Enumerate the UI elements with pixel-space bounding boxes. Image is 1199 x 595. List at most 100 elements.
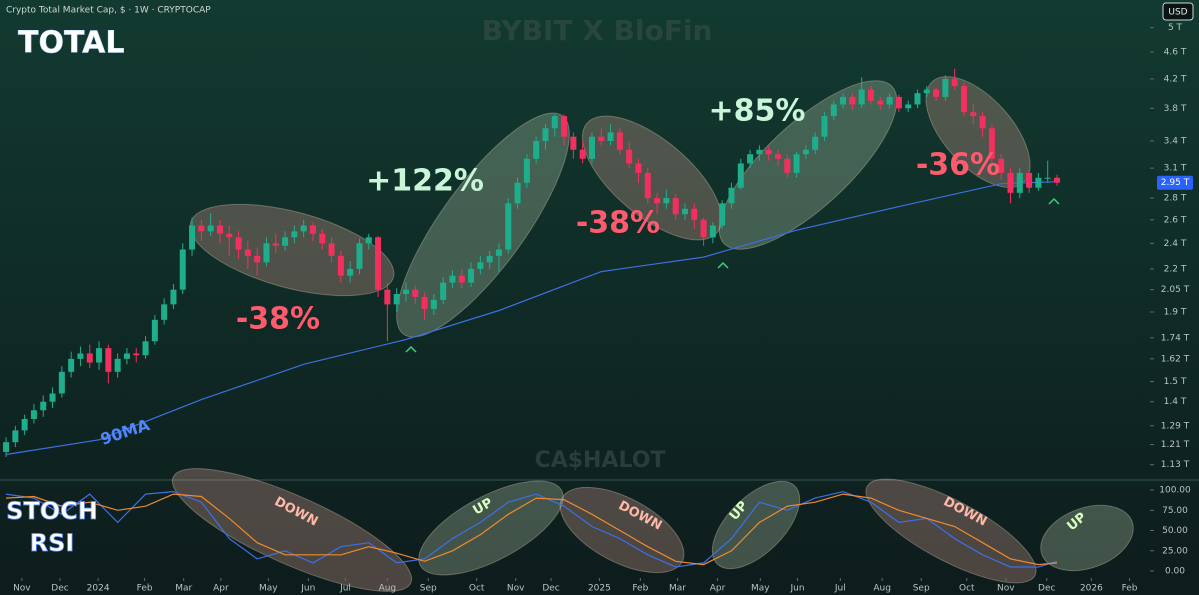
candle-body [663, 198, 670, 204]
candle-body [291, 231, 298, 238]
candle-body [840, 96, 847, 105]
candle-body [356, 243, 363, 269]
pane-title: RSI [30, 529, 75, 557]
ellipse [865, 478, 1037, 584]
candle-body [672, 198, 679, 215]
candle-body [235, 237, 242, 250]
y-tick-label: 0.00 [1165, 567, 1185, 577]
pane-title: STOCH [6, 497, 98, 525]
header: Crypto Total Market Cap, $ · 1W · CRYPTO… [6, 6, 211, 16]
y-tick-label: 4.6 T [1164, 48, 1187, 58]
candle-body [216, 225, 223, 234]
candle-body [951, 78, 958, 86]
candle-body [384, 289, 391, 305]
candle-body [161, 304, 168, 320]
candle-body [598, 136, 605, 141]
x-tick-label: Oct [959, 584, 975, 594]
candle-body [933, 89, 940, 97]
candle-body [421, 296, 428, 309]
ellipse [718, 80, 898, 250]
candle-body [114, 358, 121, 372]
candle-body [477, 262, 484, 269]
candle-body [402, 289, 409, 294]
x-tick-label: 2024 [87, 584, 110, 594]
candle-body [988, 128, 995, 159]
candle-body [96, 348, 103, 363]
candle-body [998, 158, 1005, 173]
candle-body [533, 140, 540, 159]
x-tick-label: May [259, 584, 278, 594]
candle-body [1035, 177, 1042, 188]
y-tick-label: 1.9 T [1164, 307, 1187, 317]
x-tick-label: Jun [300, 584, 315, 594]
bottom-markers [405, 197, 1060, 353]
candle-body [123, 353, 130, 359]
x-tick-label: Dec [542, 584, 559, 594]
candle-body [654, 198, 661, 204]
candle-body [68, 358, 75, 372]
candle-body [970, 112, 977, 117]
x-tick-label: Sep [913, 584, 930, 594]
x-tick-label: Aug [873, 584, 891, 594]
candle-body [86, 353, 93, 363]
candle-body [263, 243, 270, 263]
candle-body [523, 158, 530, 183]
y-tick-label: 5 T [1168, 23, 1183, 33]
line [5, 493, 1058, 566]
marker [405, 345, 417, 353]
candle-body [886, 96, 893, 105]
x-tick-label: Nov [997, 584, 1015, 594]
candle-body [347, 268, 354, 276]
candle-body [756, 149, 763, 155]
x-tick-label: 2025 [588, 584, 611, 594]
candle-body [77, 353, 84, 359]
x-tick-label: Apr [213, 584, 229, 594]
candle-body [588, 136, 595, 159]
y-tick-label: 3.1 T [1164, 164, 1187, 174]
candle-body [784, 158, 791, 173]
candle-body [170, 289, 177, 305]
x-tick-label: 2026 [1080, 584, 1103, 594]
ellipse [171, 468, 413, 592]
watermark: BYBIT X BloFin [482, 14, 713, 47]
candle-body [719, 203, 726, 226]
candle-body [616, 132, 623, 150]
candle-body [365, 237, 372, 244]
x-tick-label: Mar [175, 584, 192, 594]
marker [717, 261, 729, 269]
x-tick-label: Jul [339, 584, 351, 594]
x-tick-label: Sep [420, 584, 437, 594]
candle-body [728, 187, 735, 204]
x-tick-label: Dec [51, 584, 68, 594]
candle-body [765, 149, 772, 155]
ellipse [1040, 504, 1134, 572]
candle-body [412, 289, 419, 297]
y-tick-label: 1.5 T [1164, 377, 1187, 387]
candle-body [812, 136, 819, 150]
y-tick-label: 1.21 T [1161, 440, 1190, 450]
candle-body [300, 225, 307, 232]
x-tick-label: Nov [507, 584, 525, 594]
candle-body [542, 128, 549, 141]
y-tick-label: 2.05 T [1161, 285, 1190, 295]
candle-body [700, 219, 707, 238]
y-tick-label: 2.8 T [1164, 194, 1187, 204]
y-tick-label: 50.00 [1162, 526, 1188, 536]
x-tick-label: Dec [1038, 584, 1055, 594]
candle-body [458, 275, 465, 283]
candle-body [877, 100, 884, 105]
candle-body [207, 225, 214, 232]
candle-body [272, 243, 279, 246]
y-tick-label: 2.4 T [1164, 239, 1187, 249]
candle-body [486, 255, 493, 263]
candle-body [802, 149, 809, 155]
annotation: -36% [916, 148, 1000, 183]
candle-body [319, 233, 326, 244]
candle-body [142, 341, 149, 356]
candle-body [644, 172, 651, 199]
annotation: -38% [576, 206, 660, 241]
x-tick-label: May [751, 584, 770, 594]
candle-body [1007, 172, 1014, 193]
y-tick-label: 2.6 T [1164, 215, 1187, 225]
candle-body [337, 255, 344, 276]
